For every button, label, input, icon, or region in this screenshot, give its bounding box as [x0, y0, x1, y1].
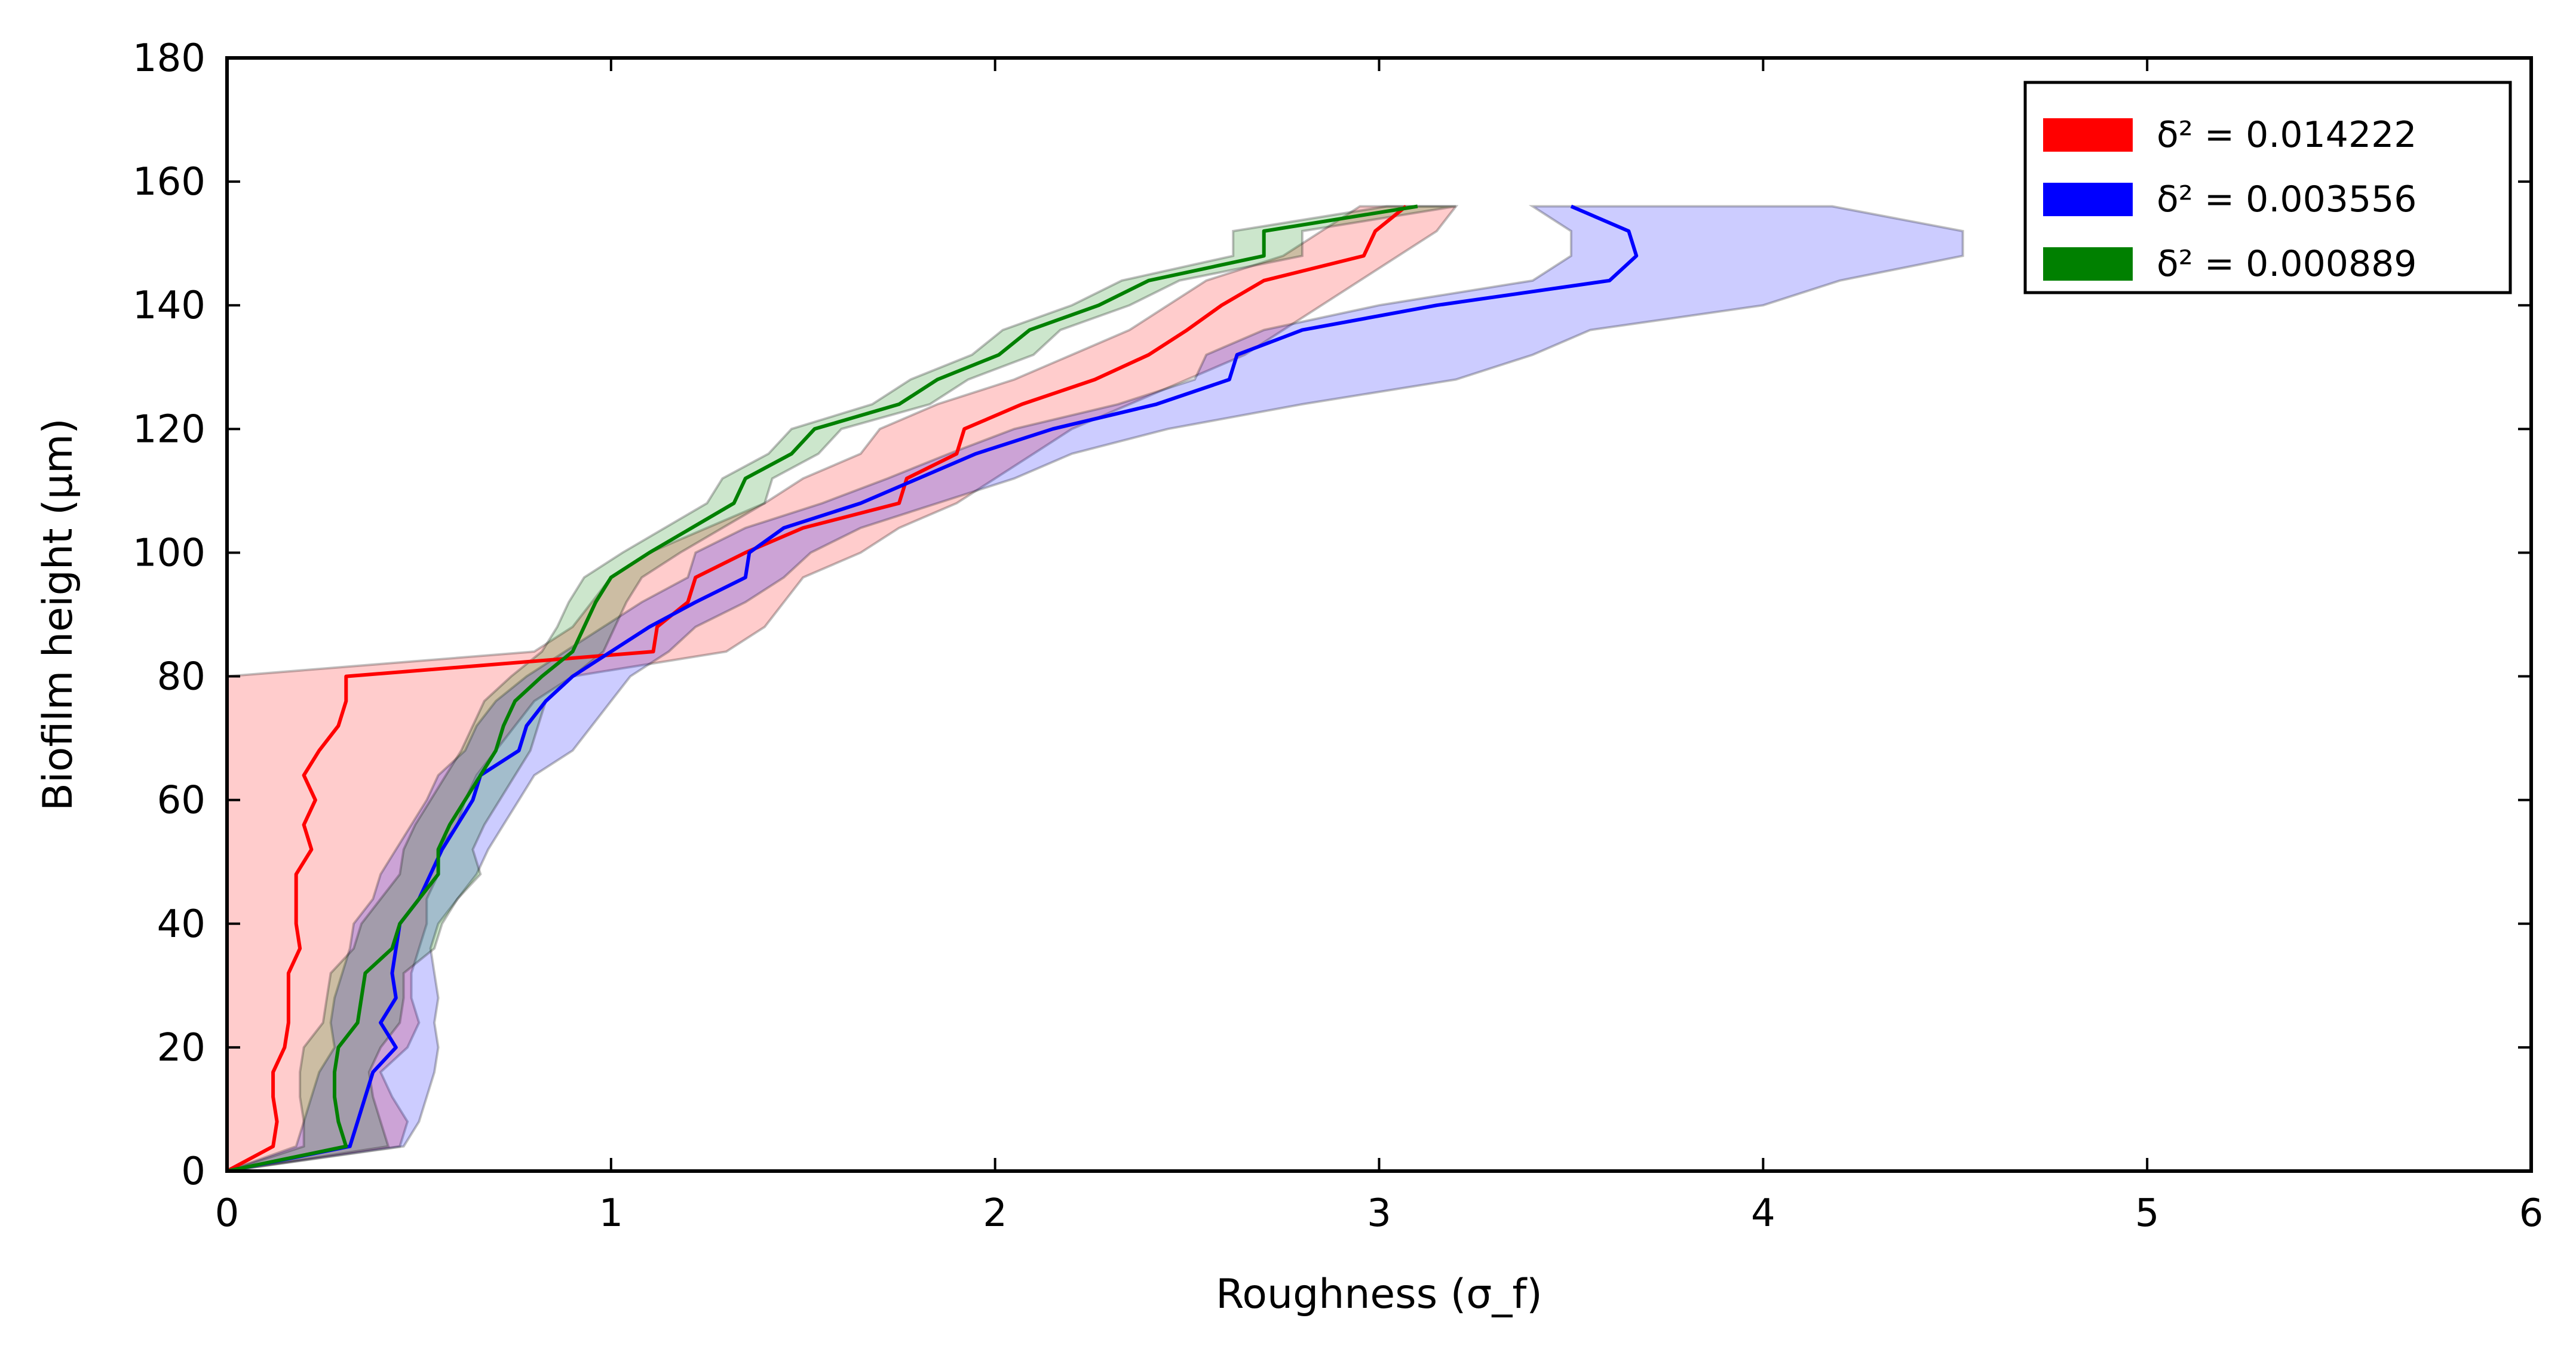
y-tick-label: 80 — [157, 655, 206, 699]
y-tick-label: 120 — [133, 407, 206, 451]
series-3-line — [226, 204, 1418, 1173]
series-layer — [226, 204, 1964, 1173]
series-2-band — [226, 205, 1964, 1172]
x-tick-label: 5 — [2135, 1191, 2160, 1236]
legend-swatch-2 — [2043, 183, 2133, 216]
legend-label-2: δ² = 0.003556 — [2157, 179, 2416, 220]
x-tick-label: 0 — [215, 1191, 240, 1236]
y-tick-label: 40 — [157, 902, 206, 947]
y-tick-label: 140 — [133, 284, 206, 328]
series-2-line — [226, 204, 1639, 1173]
legend-label-3: δ² = 0.000889 — [2157, 243, 2416, 285]
y-tick-label: 160 — [133, 160, 206, 204]
x-axis-label: Roughness (σ_f) — [1216, 1271, 1542, 1318]
legend: δ² = 0.014222 δ² = 0.003556 δ² = 0.000889 — [2023, 81, 2512, 294]
x-tick-label: 4 — [1751, 1191, 1775, 1236]
legend-swatch-1 — [2043, 118, 2133, 152]
legend-label-1: δ² = 0.014222 — [2157, 114, 2416, 156]
x-tick-label: 2 — [983, 1191, 1007, 1236]
y-tick-label: 100 — [133, 531, 206, 575]
y-tick-label: 20 — [157, 1026, 206, 1070]
x-tick-label: 3 — [1367, 1191, 1391, 1236]
y-tick-label: 60 — [157, 779, 206, 823]
y-tick-label: 0 — [181, 1150, 206, 1194]
y-axis-label: Biofilm height (μm) — [35, 418, 82, 811]
x-tick-label: 1 — [599, 1191, 623, 1236]
legend-swatch-3 — [2043, 247, 2133, 281]
y-tick-label: 180 — [133, 36, 206, 81]
series-1-line — [226, 205, 1407, 1173]
x-tick-label: 6 — [2519, 1191, 2544, 1236]
series-3-band — [226, 205, 1456, 1172]
